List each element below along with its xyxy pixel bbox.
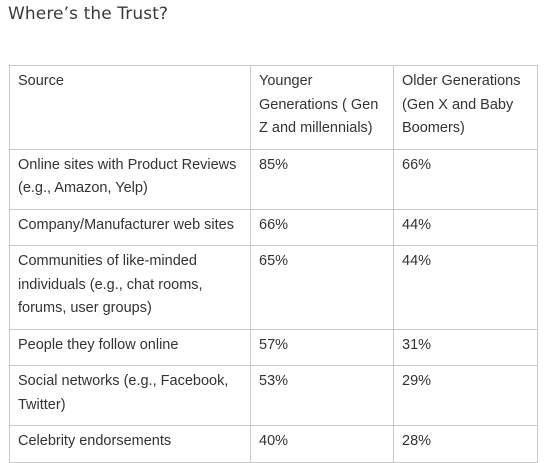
table-row: People they follow online 57% 31% [9, 328, 538, 366]
cell-older-pct: 31% [393, 328, 538, 366]
cell-source: Online sites with Product Reviews (e.g.,… [9, 148, 251, 210]
cell-source: Social networks (e.g., Facebook, Twitter… [9, 365, 251, 426]
header-older-generations: Older Generations (Gen X and Baby Boomer… [393, 65, 538, 150]
cell-younger-pct: 53% [250, 365, 394, 426]
header-source: Source [9, 65, 251, 150]
table-header-row: Source Younger Generations ( Gen Z and m… [9, 65, 538, 150]
cell-younger-pct: 57% [250, 328, 394, 366]
table-row: Online sites with Product Reviews (e.g.,… [9, 148, 538, 210]
cell-younger-pct: 66% [250, 208, 394, 246]
cell-younger-pct: 85% [250, 148, 394, 210]
cell-older-pct: 44% [393, 245, 538, 330]
header-younger-generations: Younger Generations ( Gen Z and millenni… [250, 65, 394, 150]
cell-younger-pct: 65% [250, 245, 394, 330]
cell-older-pct: 29% [393, 365, 538, 426]
page-title: Where’s the Trust? [8, 4, 169, 24]
table-row: Celebrity endorsements 40% 28% [9, 425, 538, 463]
cell-older-pct: 44% [393, 208, 538, 246]
trust-table: Source Younger Generations ( Gen Z and m… [9, 65, 538, 463]
cell-older-pct: 66% [393, 148, 538, 210]
cell-source: Celebrity endorsements [9, 425, 251, 463]
table-row: Communities of like-minded individuals (… [9, 245, 538, 330]
cell-source: People they follow online [9, 328, 251, 366]
cell-older-pct: 28% [393, 425, 538, 463]
cell-source: Communities of like-minded individuals (… [9, 245, 251, 330]
table-row: Social networks (e.g., Facebook, Twitter… [9, 365, 538, 426]
cell-younger-pct: 40% [250, 425, 394, 463]
table-row: Company/Manufacturer web sites 66% 44% [9, 208, 538, 246]
cell-source: Company/Manufacturer web sites [9, 208, 251, 246]
